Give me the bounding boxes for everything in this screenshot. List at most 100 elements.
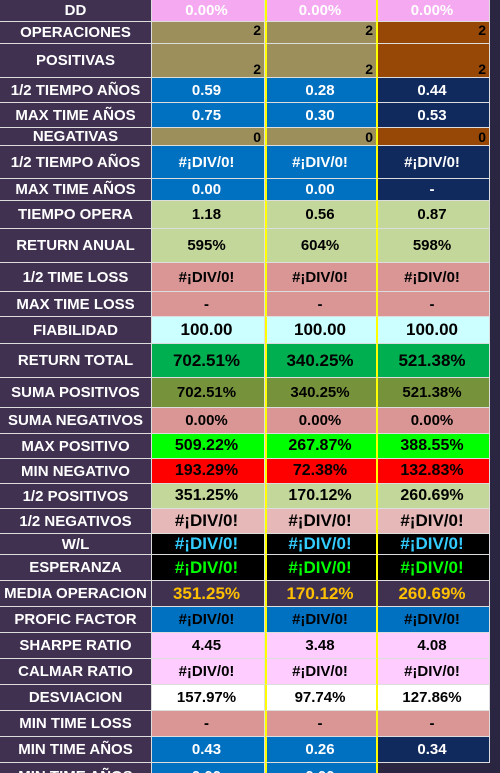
row-label: FIABILIDAD <box>0 317 152 344</box>
cell-value: 340.25% <box>265 344 378 378</box>
cell-value: 0.00% <box>152 408 265 434</box>
cell-value: #¡DIV/0! <box>152 509 265 534</box>
cell-value: #¡DIV/0! <box>265 659 378 685</box>
cell-value: #¡DIV/0! <box>265 263 378 292</box>
cell-value: #¡DIV/0! <box>265 509 378 534</box>
cell-value: 2 <box>152 44 265 78</box>
cell-value: 2 <box>265 22 378 44</box>
cell-value: 0.00% <box>378 0 490 22</box>
cell-value: - <box>265 292 378 317</box>
cell-value: 97.74% <box>265 685 378 711</box>
cell-value: 351.25% <box>152 581 265 607</box>
row-label: CALMAR RATIO <box>0 659 152 685</box>
cell-value: 0.00% <box>265 0 378 22</box>
row-label: SHARPE RATIO <box>0 633 152 659</box>
row-label: TIEMPO OPERA <box>0 201 152 229</box>
cell-value: #¡DIV/0! <box>378 534 490 555</box>
row-label: SUMA POSITIVOS <box>0 378 152 408</box>
cell-value: 0 <box>152 128 265 146</box>
cell-value: 598% <box>378 229 490 263</box>
cell-value: 595% <box>152 229 265 263</box>
cell-value: 2 <box>378 22 490 44</box>
row-label: MAX POSITIVO <box>0 434 152 459</box>
cell-value: 100.00 <box>265 317 378 344</box>
cell-value: 521.38% <box>378 344 490 378</box>
cell-value: 4.08 <box>378 633 490 659</box>
cell-value: 2 <box>152 22 265 44</box>
cell-value: 0.34 <box>378 737 490 763</box>
cell-value: 100.00 <box>152 317 265 344</box>
row-label: MAX TIME AÑOS <box>0 179 152 201</box>
row-label: PROFIC FACTOR <box>0 607 152 633</box>
cell-value: 0.56 <box>265 201 378 229</box>
cell-value: #¡DIV/0! <box>152 263 265 292</box>
cell-value: #¡DIV/0! <box>378 607 490 633</box>
cell-value: 0 <box>378 128 490 146</box>
cell-value: 0.43 <box>152 737 265 763</box>
cell-value: 127.86% <box>378 685 490 711</box>
row-label: 1/2 POSITIVOS <box>0 484 152 509</box>
cell-value: #¡DIV/0! <box>265 607 378 633</box>
cell-value: #¡DIV/0! <box>378 146 490 179</box>
cell-value: 1.18 <box>152 201 265 229</box>
cell-value: #¡DIV/0! <box>152 659 265 685</box>
cell-value: 0.00% <box>152 0 265 22</box>
cell-value: 100.00 <box>378 317 490 344</box>
cell-value: 0 <box>265 128 378 146</box>
cell-value: 0.87 <box>378 201 490 229</box>
cell-value: 72.38% <box>265 459 378 484</box>
cell-value: #¡DIV/0! <box>378 555 490 581</box>
cell-value: #¡DIV/0! <box>378 509 490 534</box>
cell-value: - <box>378 292 490 317</box>
row-label: MEDIA OPERACION <box>0 581 152 607</box>
cell-value: 340.25% <box>265 378 378 408</box>
row-label: MIN TIME AÑOS <box>0 737 152 763</box>
cell-value: 0.00 <box>152 763 265 773</box>
cell-value: 260.69% <box>378 484 490 509</box>
cell-value: #¡DIV/0! <box>265 555 378 581</box>
row-label: MAX TIME LOSS <box>0 292 152 317</box>
cell-value: 157.97% <box>152 685 265 711</box>
cell-value: 2 <box>265 44 378 78</box>
row-label: 1/2 TIEMPO AÑOS <box>0 78 152 103</box>
cell-value: 0.53 <box>378 103 490 128</box>
cell-value: - <box>152 711 265 737</box>
row-label: 1/2 TIEMPO AÑOS <box>0 146 152 179</box>
cell-value: 0.00% <box>265 408 378 434</box>
row-label: W/L <box>0 534 152 555</box>
row-label: ESPERANZA <box>0 555 152 581</box>
cell-value: 604% <box>265 229 378 263</box>
row-label: MIN TIME AÑOS <box>0 763 152 773</box>
row-label: MIN NEGATIVO <box>0 459 152 484</box>
cell-value: 702.51% <box>152 378 265 408</box>
cell-value: 170.12% <box>265 581 378 607</box>
cell-value: 4.45 <box>152 633 265 659</box>
row-label: 1/2 TIME LOSS <box>0 263 152 292</box>
cell-value: 193.29% <box>152 459 265 484</box>
cell-value: #¡DIV/0! <box>152 534 265 555</box>
cell-value: 0.00 <box>265 763 378 773</box>
row-label: SUMA NEGATIVOS <box>0 408 152 434</box>
cell-value: 267.87% <box>265 434 378 459</box>
row-label: OPERACIONES <box>0 22 152 44</box>
cell-value: #¡DIV/0! <box>265 534 378 555</box>
cell-value: #¡DIV/0! <box>378 263 490 292</box>
cell-value: 260.69% <box>378 581 490 607</box>
cell-value: 0.26 <box>265 737 378 763</box>
cell-value: 702.51% <box>152 344 265 378</box>
cell-value: 388.55% <box>378 434 490 459</box>
cell-value: 0.30 <box>265 103 378 128</box>
cell-value: #¡DIV/0! <box>152 607 265 633</box>
cell-value: #¡DIV/0! <box>152 146 265 179</box>
row-label: DESVIACION <box>0 685 152 711</box>
cell-value: - <box>152 292 265 317</box>
row-label: 1/2 NEGATIVOS <box>0 509 152 534</box>
cell-value: 0.59 <box>152 78 265 103</box>
cell-value: 0.44 <box>378 78 490 103</box>
row-label: POSITIVAS <box>0 44 152 78</box>
cell-value: 351.25% <box>152 484 265 509</box>
cell-value: 0.00% <box>378 408 490 434</box>
cell-value: #¡DIV/0! <box>152 555 265 581</box>
cell-value: 170.12% <box>265 484 378 509</box>
